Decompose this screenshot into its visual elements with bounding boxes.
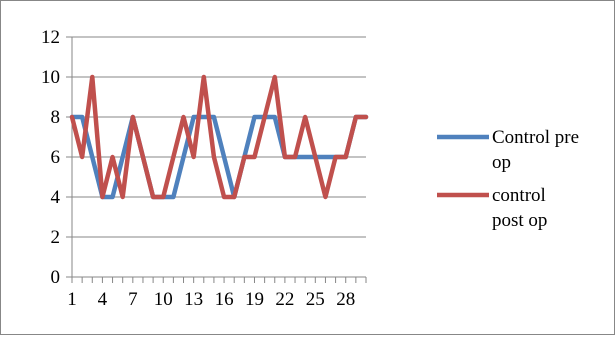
- y-tick-label: 12: [41, 27, 60, 48]
- x-tick-label: 10: [154, 289, 173, 310]
- y-axis-ticks: 0 2 4 6 8 10 12: [41, 27, 72, 288]
- legend: Control pre op control post op: [437, 127, 579, 231]
- series-line-2: [69, 74, 369, 200]
- x-tick-label: 25: [306, 289, 325, 310]
- x-tick-label: 7: [128, 289, 138, 310]
- x-tick-label: 13: [184, 289, 203, 310]
- x-tick-label: 4: [98, 289, 108, 310]
- legend-label-line: control: [492, 185, 546, 206]
- x-tick-label: 19: [245, 289, 264, 310]
- y-tick-label: 2: [51, 227, 61, 248]
- x-axis-ticks: 1 4 7 10 13 16 19 22 25 28: [67, 277, 367, 310]
- legend-label-1: Control pre op: [492, 127, 579, 173]
- y-tick-label: 10: [41, 67, 60, 88]
- x-tick-label: 16: [215, 289, 234, 310]
- y-tick-label: 4: [51, 187, 61, 208]
- y-tick-label: 0: [51, 267, 61, 288]
- legend-label-line: op: [492, 152, 511, 173]
- legend-label-line: Control pre: [492, 127, 579, 148]
- x-tick-label: 1: [67, 289, 77, 310]
- series-lines: [69, 74, 369, 200]
- x-tick-label: 28: [336, 289, 355, 310]
- x-tick-label: 22: [275, 289, 294, 310]
- legend-label-line: post op: [492, 210, 547, 231]
- y-tick-label: 6: [51, 147, 61, 168]
- y-tick-label: 8: [51, 107, 61, 128]
- legend-label-2: control post op: [492, 185, 547, 231]
